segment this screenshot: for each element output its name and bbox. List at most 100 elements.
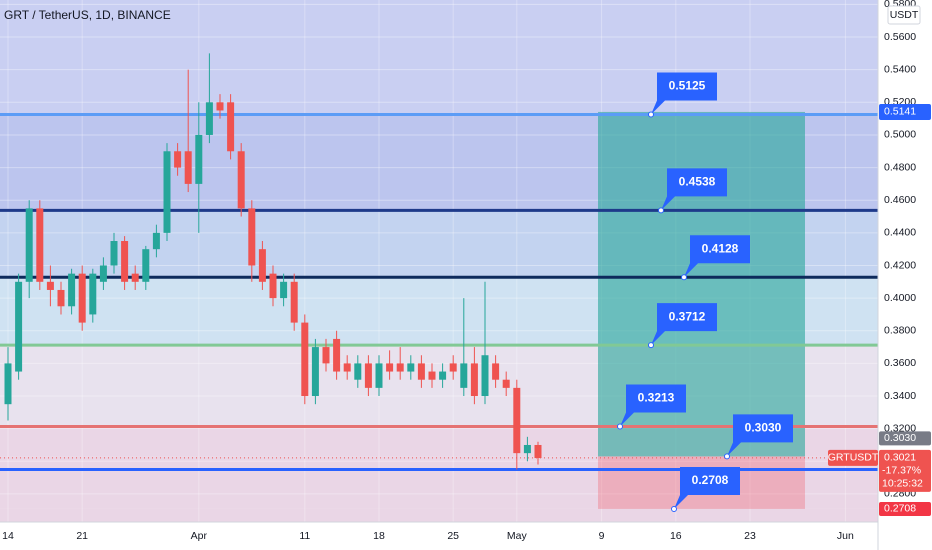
last-price-box xyxy=(879,449,931,492)
candle-body xyxy=(417,363,425,380)
y-tick-label: 0.5000 xyxy=(884,129,916,141)
candle-body xyxy=(4,363,12,405)
symbol-box xyxy=(828,449,878,466)
candle-body xyxy=(407,363,415,372)
candle-body xyxy=(322,347,330,364)
stop-tag-box xyxy=(879,501,931,516)
callout-anchor xyxy=(671,505,677,512)
candle-body xyxy=(396,363,404,372)
chart-title: GRT / TetherUS, 1D, BINANCE xyxy=(4,8,171,22)
candle-body xyxy=(343,363,351,372)
callout-anchor xyxy=(724,453,730,460)
candle-body xyxy=(57,289,65,307)
y-tick-label: 0.4200 xyxy=(884,259,916,271)
candle-body xyxy=(121,241,129,282)
y-tick-label: 0.5600 xyxy=(884,31,916,43)
candle-body xyxy=(470,363,478,397)
price-band xyxy=(0,456,878,470)
y-tick-label: 0.4600 xyxy=(884,194,916,206)
candle-body xyxy=(174,151,182,168)
callout-label: 0.3030 xyxy=(745,421,782,435)
candle-body xyxy=(481,355,489,397)
candle-body xyxy=(237,151,245,209)
candle-body xyxy=(492,363,500,380)
candle-body xyxy=(227,102,235,152)
candle-body xyxy=(152,232,160,250)
currency-box[interactable] xyxy=(887,5,921,25)
x-tick-label: Jun xyxy=(837,530,854,542)
callout xyxy=(651,303,717,346)
y-tick-label: 0.5400 xyxy=(884,63,916,75)
y-tick-label: 0.4400 xyxy=(884,227,916,239)
entry-tag-box xyxy=(879,431,931,446)
x-tick-label: May xyxy=(507,530,528,542)
candle-body xyxy=(142,249,150,282)
callout-label: 0.4538 xyxy=(679,175,716,189)
candle-body xyxy=(248,208,256,266)
callout xyxy=(674,466,740,509)
candle-body xyxy=(523,444,531,454)
callout xyxy=(684,235,750,278)
candle-body xyxy=(269,273,277,299)
target-tag-box xyxy=(879,103,931,120)
candle-body xyxy=(184,151,192,184)
candle-body xyxy=(290,281,298,323)
callout xyxy=(620,384,686,427)
candle-body xyxy=(25,208,33,282)
candle-body xyxy=(195,134,203,184)
callout-anchor xyxy=(681,274,687,281)
y-tick-label: 0.4800 xyxy=(884,161,916,173)
stop-tag: 0.2708 xyxy=(884,503,916,515)
candle-body xyxy=(386,363,394,372)
candle-body xyxy=(46,281,54,290)
time-axis xyxy=(0,522,878,550)
callout-label: 0.3213 xyxy=(638,391,675,405)
last-price: 0.3021 xyxy=(884,452,916,464)
y-tick-label: 0.5800 xyxy=(884,0,916,10)
candle-body xyxy=(99,265,107,282)
x-tick-label: 14 xyxy=(2,530,14,542)
candle-body xyxy=(110,241,118,266)
y-tick-label: 0.4000 xyxy=(884,292,916,304)
symbol: GRTUSDT xyxy=(828,452,879,464)
candle-body xyxy=(534,444,542,459)
entry-tag: 0.3030 xyxy=(884,432,916,444)
callout xyxy=(651,72,717,115)
x-tick-label: 18 xyxy=(373,530,385,542)
x-tick-label: 9 xyxy=(599,530,605,542)
candle-body xyxy=(513,387,521,454)
callout-label: 0.5125 xyxy=(669,79,706,93)
x-tick-label: 23 xyxy=(744,530,756,542)
x-tick-label: 16 xyxy=(670,530,682,542)
candle-body xyxy=(216,102,224,111)
target-tag: 0.5141 xyxy=(884,106,916,118)
y-tick-label: 0.3400 xyxy=(884,390,916,402)
candle-body xyxy=(205,102,213,135)
currency: USDT xyxy=(890,9,919,21)
candle-body xyxy=(163,151,171,233)
candle-body xyxy=(449,363,457,372)
candle-body xyxy=(460,363,468,388)
x-tick-label: 11 xyxy=(299,530,310,542)
price-band xyxy=(0,0,878,115)
callout xyxy=(727,414,793,457)
candle-body xyxy=(280,281,288,299)
candle-body xyxy=(364,363,372,388)
candle-body xyxy=(15,281,23,372)
callout-label: 0.4128 xyxy=(702,241,739,255)
countdown: 10:25:32 xyxy=(882,478,923,490)
candle-body xyxy=(78,273,86,323)
candle-body xyxy=(68,273,76,307)
price-band xyxy=(0,508,878,522)
candle-body xyxy=(36,208,44,282)
price-change: -17.37% xyxy=(882,465,921,477)
candle-body xyxy=(502,379,510,388)
candle-body xyxy=(375,363,383,388)
x-tick-label: 21 xyxy=(76,530,88,542)
candle-body xyxy=(354,363,362,380)
candle-body xyxy=(301,322,309,397)
candle-body xyxy=(333,338,341,372)
callout xyxy=(661,168,727,211)
x-tick-label: 25 xyxy=(447,530,459,542)
